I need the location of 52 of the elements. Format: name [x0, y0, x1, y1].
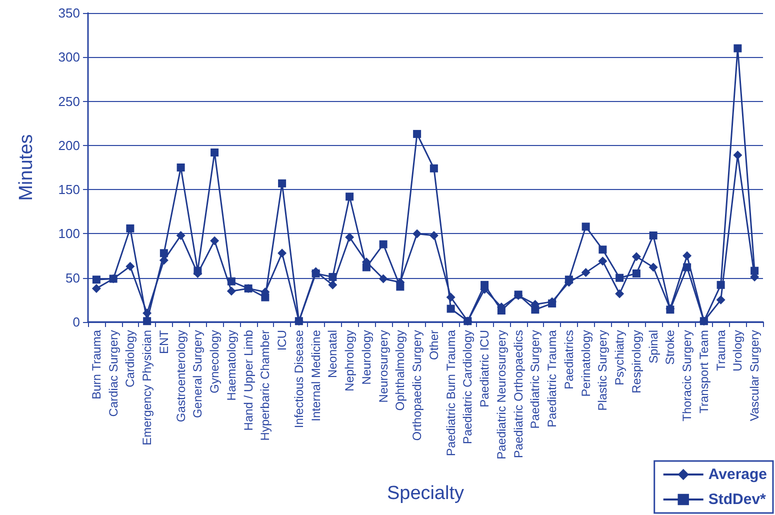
- y-tick-label: 350: [58, 6, 80, 20]
- x-tick-label: ENT: [156, 329, 171, 354]
- legend-label: StdDev*: [708, 491, 766, 508]
- x-tick-label: Internal Medicine: [308, 330, 323, 422]
- y-tick-label: 150: [58, 182, 80, 198]
- x-tick-label: Emergency Physician: [140, 330, 154, 446]
- x-tick-label: General Surgery: [190, 330, 205, 418]
- x-tick-label: Paediatric Trauma: [545, 330, 560, 428]
- x-tick-label: Spinal: [646, 330, 660, 364]
- y-tick-label: 50: [66, 270, 80, 286]
- x-tick-label: Neurosurgery: [376, 330, 390, 403]
- x-tick-label: Stroke: [663, 330, 678, 365]
- x-tick-label: Paediatric Surgery: [528, 330, 542, 429]
- legend-label: Average: [708, 466, 768, 483]
- x-tick-label: Transport Team: [696, 330, 711, 414]
- x-tick-label: Gastroenterology: [174, 330, 188, 422]
- y-tick-label: 100: [58, 226, 80, 242]
- x-tick-label: Paediatric Neurosurgery: [494, 330, 508, 460]
- x-tick-label: Plastic Surgery: [596, 330, 610, 411]
- x-tick-label: Urology: [730, 330, 745, 372]
- x-tick-label: Psychiatry: [612, 330, 627, 386]
- x-tick-label: Cardiology: [123, 330, 138, 388]
- x-tick-label: Ophthalmology: [393, 330, 408, 411]
- x-tick-label: Other: [426, 330, 441, 360]
- x-tick-label: Paediatric Burn Trauma: [444, 330, 458, 456]
- x-tick-label: Trauma: [714, 330, 728, 371]
- x-tick-label: Haematology: [224, 330, 238, 401]
- x-tick-label: Gynecology: [208, 330, 222, 394]
- x-tick-label: Infectious Disease: [292, 330, 306, 428]
- x-tick-label: Thoracic Surgery: [680, 330, 694, 422]
- x-tick-label: Hand / Upper Limb: [241, 330, 256, 431]
- x-tick-label: Paediatrics: [562, 330, 576, 390]
- y-axis-title: Minutes: [16, 134, 37, 201]
- x-tick-label: Burn Trauma: [89, 330, 104, 400]
- y-tick-label: 0: [72, 314, 80, 330]
- x-tick-label: Respirology: [629, 330, 644, 394]
- x-tick-label: Paediatric Orthopaedics: [511, 330, 526, 458]
- y-tick-label: 300: [58, 50, 80, 65]
- x-tick-label: Nephrology: [342, 330, 357, 392]
- x-tick-label: Cardiac Surgery: [106, 330, 120, 417]
- y-tick-label: 200: [58, 138, 80, 153]
- x-tick-label: Hyperbaric Chamber: [258, 330, 272, 441]
- x-tick-label: Neurology: [359, 330, 374, 385]
- x-tick-label: ICU: [275, 330, 290, 351]
- x-tick-label: Perinatology: [578, 330, 593, 397]
- x-axis-title: Specialty: [386, 483, 465, 504]
- x-tick-label: Orthopaedic Surgery: [410, 330, 424, 441]
- x-tick-label: Vascular Surgery: [748, 330, 762, 422]
- x-tick-label: Neonatal: [326, 330, 340, 378]
- x-tick-label: Paediatric ICU: [478, 330, 492, 408]
- y-tick-label: 250: [58, 94, 80, 109]
- x-tick-label: Paediatric Cardiology: [460, 330, 475, 444]
